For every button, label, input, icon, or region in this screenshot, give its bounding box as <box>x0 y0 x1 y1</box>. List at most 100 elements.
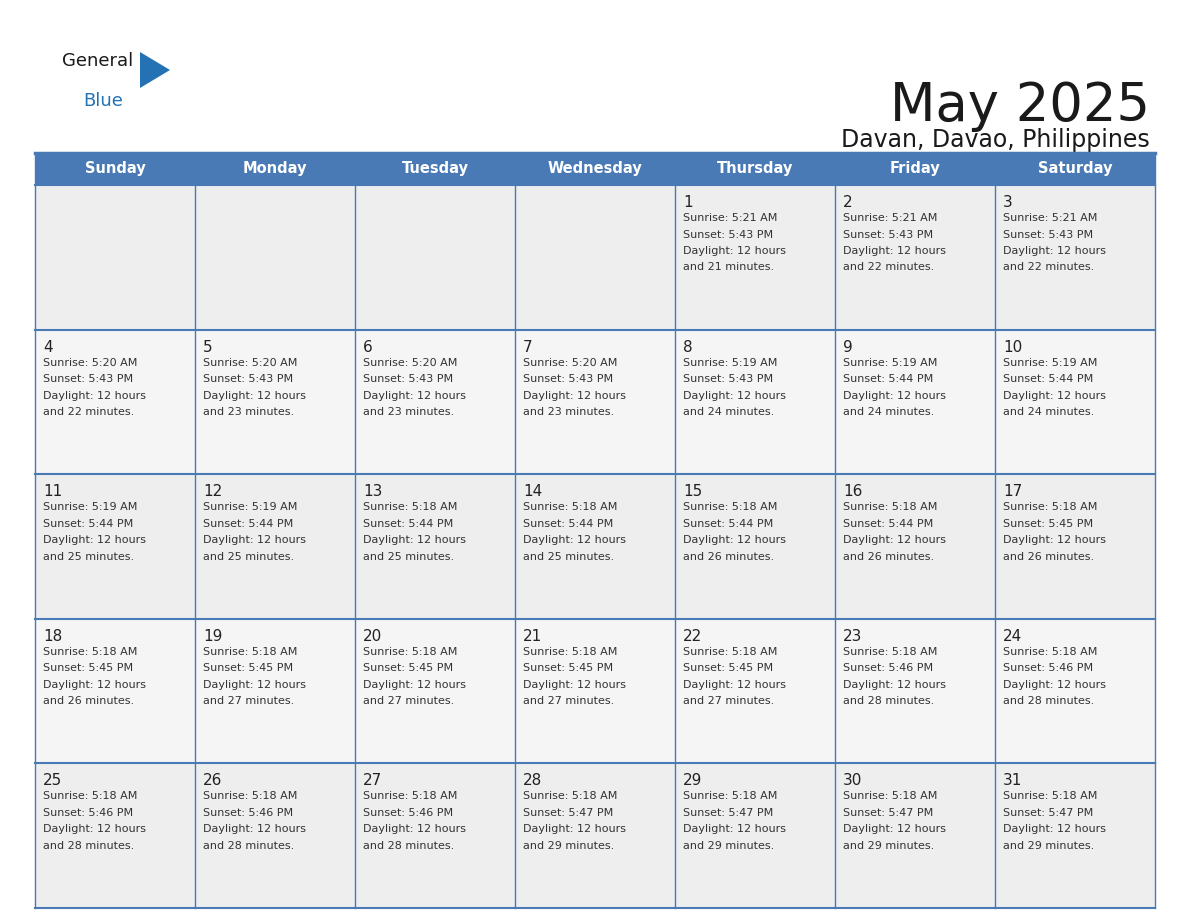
Text: Sunset: 5:44 PM: Sunset: 5:44 PM <box>523 519 613 529</box>
Text: and 26 minutes.: and 26 minutes. <box>1003 552 1094 562</box>
Text: 27: 27 <box>364 773 383 789</box>
Text: 16: 16 <box>843 484 862 499</box>
Text: Sunset: 5:45 PM: Sunset: 5:45 PM <box>203 664 293 673</box>
Text: Sunset: 5:43 PM: Sunset: 5:43 PM <box>843 230 933 240</box>
Text: and 23 minutes.: and 23 minutes. <box>203 407 295 417</box>
Text: Sunrise: 5:18 AM: Sunrise: 5:18 AM <box>683 647 777 656</box>
Bar <box>34 153 1155 185</box>
Text: Daylight: 12 hours: Daylight: 12 hours <box>203 824 307 834</box>
Text: Sunrise: 5:18 AM: Sunrise: 5:18 AM <box>843 791 937 801</box>
Text: Saturday: Saturday <box>1038 162 1112 176</box>
Text: 18: 18 <box>43 629 62 644</box>
Text: and 27 minutes.: and 27 minutes. <box>523 696 614 706</box>
Text: and 22 minutes.: and 22 minutes. <box>843 263 934 273</box>
Text: Sunset: 5:46 PM: Sunset: 5:46 PM <box>364 808 453 818</box>
Text: Sunrise: 5:18 AM: Sunrise: 5:18 AM <box>1003 791 1098 801</box>
Text: Sunrise: 5:20 AM: Sunrise: 5:20 AM <box>203 358 297 367</box>
Text: Sunrise: 5:18 AM: Sunrise: 5:18 AM <box>43 647 138 656</box>
Text: 25: 25 <box>43 773 62 789</box>
Text: Sunset: 5:43 PM: Sunset: 5:43 PM <box>43 375 133 384</box>
Text: Daylight: 12 hours: Daylight: 12 hours <box>203 390 307 400</box>
Text: Daylight: 12 hours: Daylight: 12 hours <box>843 824 946 834</box>
Text: Sunrise: 5:20 AM: Sunrise: 5:20 AM <box>43 358 138 367</box>
Text: Sunset: 5:47 PM: Sunset: 5:47 PM <box>1003 808 1093 818</box>
Text: Daylight: 12 hours: Daylight: 12 hours <box>43 535 146 545</box>
Text: and 24 minutes.: and 24 minutes. <box>843 407 934 417</box>
Text: 19: 19 <box>203 629 222 644</box>
Text: Daylight: 12 hours: Daylight: 12 hours <box>364 680 466 689</box>
Text: Daylight: 12 hours: Daylight: 12 hours <box>683 680 786 689</box>
Text: Sunset: 5:46 PM: Sunset: 5:46 PM <box>843 664 933 673</box>
Text: Daylight: 12 hours: Daylight: 12 hours <box>683 535 786 545</box>
Text: Daylight: 12 hours: Daylight: 12 hours <box>1003 246 1106 256</box>
Text: Tuesday: Tuesday <box>402 162 468 176</box>
Text: Daylight: 12 hours: Daylight: 12 hours <box>364 390 466 400</box>
Text: Sunset: 5:44 PM: Sunset: 5:44 PM <box>203 519 293 529</box>
Text: Sunset: 5:44 PM: Sunset: 5:44 PM <box>683 519 773 529</box>
Text: Sunrise: 5:19 AM: Sunrise: 5:19 AM <box>1003 358 1098 367</box>
Text: 11: 11 <box>43 484 62 499</box>
Text: Sunrise: 5:18 AM: Sunrise: 5:18 AM <box>843 647 937 656</box>
Text: Sunrise: 5:18 AM: Sunrise: 5:18 AM <box>683 502 777 512</box>
Bar <box>34 619 1155 764</box>
Text: 15: 15 <box>683 484 702 499</box>
Text: 1: 1 <box>683 195 693 210</box>
Text: and 22 minutes.: and 22 minutes. <box>1003 263 1094 273</box>
Text: and 22 minutes.: and 22 minutes. <box>43 407 134 417</box>
Text: Sunrise: 5:20 AM: Sunrise: 5:20 AM <box>364 358 457 367</box>
Text: Sunset: 5:43 PM: Sunset: 5:43 PM <box>364 375 453 384</box>
Text: 5: 5 <box>203 340 213 354</box>
Text: Sunset: 5:46 PM: Sunset: 5:46 PM <box>1003 664 1093 673</box>
Text: Daylight: 12 hours: Daylight: 12 hours <box>843 680 946 689</box>
Text: Sunrise: 5:21 AM: Sunrise: 5:21 AM <box>683 213 777 223</box>
Text: Sunset: 5:43 PM: Sunset: 5:43 PM <box>523 375 613 384</box>
Text: Daylight: 12 hours: Daylight: 12 hours <box>523 390 626 400</box>
Text: Daylight: 12 hours: Daylight: 12 hours <box>843 535 946 545</box>
Text: Wednesday: Wednesday <box>548 162 643 176</box>
Text: 10: 10 <box>1003 340 1022 354</box>
Text: Sunrise: 5:19 AM: Sunrise: 5:19 AM <box>203 502 297 512</box>
Text: Sunrise: 5:18 AM: Sunrise: 5:18 AM <box>364 791 457 801</box>
Text: 28: 28 <box>523 773 542 789</box>
Text: Sunset: 5:43 PM: Sunset: 5:43 PM <box>1003 230 1093 240</box>
Text: Sunset: 5:46 PM: Sunset: 5:46 PM <box>43 808 133 818</box>
Text: Sunrise: 5:18 AM: Sunrise: 5:18 AM <box>683 791 777 801</box>
Text: and 26 minutes.: and 26 minutes. <box>843 552 934 562</box>
Text: Sunset: 5:46 PM: Sunset: 5:46 PM <box>203 808 293 818</box>
Text: Daylight: 12 hours: Daylight: 12 hours <box>43 680 146 689</box>
Text: Sunrise: 5:18 AM: Sunrise: 5:18 AM <box>523 502 618 512</box>
Text: Sunset: 5:44 PM: Sunset: 5:44 PM <box>843 375 934 384</box>
Text: Daylight: 12 hours: Daylight: 12 hours <box>843 390 946 400</box>
Text: Sunrise: 5:18 AM: Sunrise: 5:18 AM <box>43 791 138 801</box>
Text: 13: 13 <box>364 484 383 499</box>
Text: Sunrise: 5:18 AM: Sunrise: 5:18 AM <box>203 647 297 656</box>
Text: and 25 minutes.: and 25 minutes. <box>364 552 454 562</box>
Text: Daylight: 12 hours: Daylight: 12 hours <box>683 246 786 256</box>
Bar <box>34 185 1155 330</box>
Text: Daylight: 12 hours: Daylight: 12 hours <box>523 680 626 689</box>
Text: and 25 minutes.: and 25 minutes. <box>203 552 295 562</box>
Text: 7: 7 <box>523 340 532 354</box>
Text: and 24 minutes.: and 24 minutes. <box>683 407 775 417</box>
Text: and 28 minutes.: and 28 minutes. <box>1003 696 1094 706</box>
Text: 8: 8 <box>683 340 693 354</box>
Text: Sunrise: 5:18 AM: Sunrise: 5:18 AM <box>203 791 297 801</box>
Text: Sunset: 5:47 PM: Sunset: 5:47 PM <box>683 808 773 818</box>
Text: Sunrise: 5:18 AM: Sunrise: 5:18 AM <box>843 502 937 512</box>
Text: Sunset: 5:44 PM: Sunset: 5:44 PM <box>1003 375 1093 384</box>
Text: Sunset: 5:43 PM: Sunset: 5:43 PM <box>683 230 773 240</box>
Text: and 23 minutes.: and 23 minutes. <box>523 407 614 417</box>
Text: 20: 20 <box>364 629 383 644</box>
Text: Sunset: 5:45 PM: Sunset: 5:45 PM <box>523 664 613 673</box>
Text: 17: 17 <box>1003 484 1022 499</box>
Text: Daylight: 12 hours: Daylight: 12 hours <box>1003 824 1106 834</box>
Text: and 28 minutes.: and 28 minutes. <box>364 841 454 851</box>
Text: and 28 minutes.: and 28 minutes. <box>843 696 934 706</box>
Text: 6: 6 <box>364 340 373 354</box>
Text: Daylight: 12 hours: Daylight: 12 hours <box>843 246 946 256</box>
Text: Sunrise: 5:18 AM: Sunrise: 5:18 AM <box>364 502 457 512</box>
Text: Sunrise: 5:18 AM: Sunrise: 5:18 AM <box>523 791 618 801</box>
Text: Sunday: Sunday <box>84 162 145 176</box>
Text: 4: 4 <box>43 340 52 354</box>
Text: Sunset: 5:45 PM: Sunset: 5:45 PM <box>43 664 133 673</box>
